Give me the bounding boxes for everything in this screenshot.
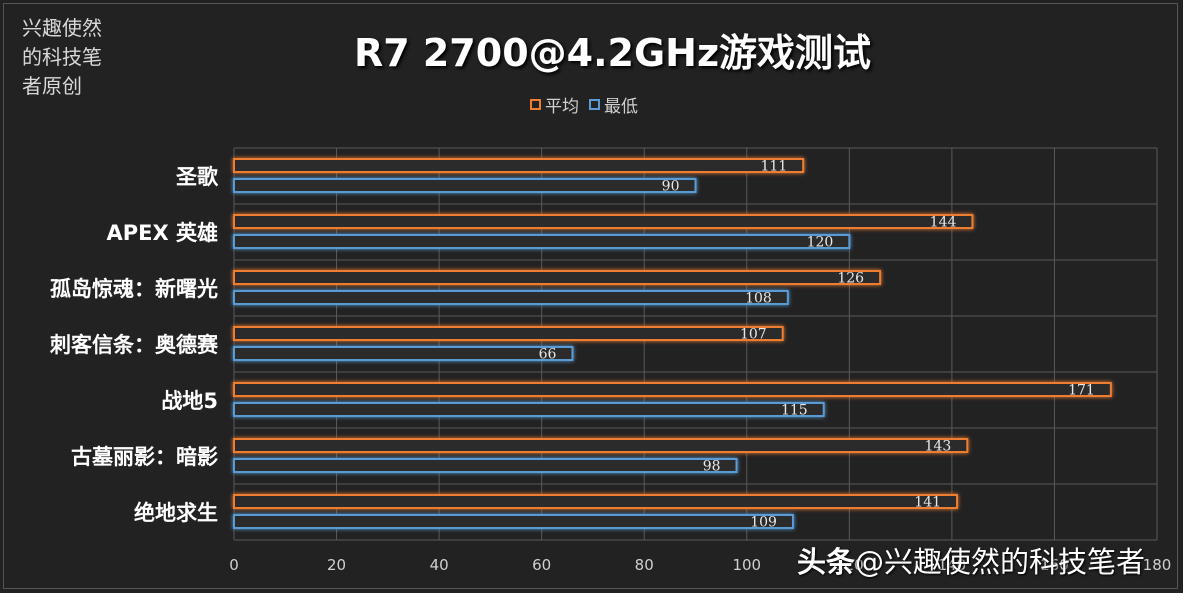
x-tick-label: 140: [938, 556, 967, 574]
bar-minimum: [233, 234, 851, 249]
data-label: 144: [930, 215, 957, 231]
bar-average: [233, 438, 969, 453]
watermark-prefix: 头条: [797, 545, 856, 579]
x-tick-label: 40: [430, 556, 449, 574]
bar-minimum: [233, 346, 574, 361]
data-label: 115: [781, 403, 808, 419]
bar-average: [233, 326, 784, 341]
bar-average: [233, 494, 959, 509]
data-label: 171: [1068, 383, 1095, 399]
x-tick-label: 100: [732, 556, 761, 574]
legend-label-minimum: 最低: [604, 97, 638, 117]
data-label: 90: [662, 179, 680, 195]
author-credit: 兴趣使然 的科技笔 者原创: [22, 16, 102, 98]
watermark-handle: @兴趣使然的科技笔者: [855, 545, 1146, 579]
chart-frame: [3, 3, 1178, 589]
data-label: 111: [760, 159, 787, 175]
category-label: 绝地求生: [134, 501, 218, 525]
bar-average: [233, 270, 882, 285]
bar-average: [233, 158, 805, 173]
data-label: 141: [914, 495, 941, 511]
data-label: 107: [740, 327, 767, 343]
x-tick-label: 180: [1143, 556, 1172, 574]
category-label: 战地5: [161, 389, 218, 413]
x-tick-label: 80: [635, 556, 654, 574]
category-label: APEX 英雄: [107, 221, 219, 245]
bar-minimum: [233, 514, 794, 529]
data-label: 120: [807, 235, 834, 251]
data-label: 126: [837, 271, 864, 287]
watermark: 头条@兴趣使然的科技笔者: [797, 539, 1145, 581]
chart-title: R7 2700@4.2GHz游戏测试: [353, 31, 872, 75]
legend-swatch-minimum: [589, 99, 600, 110]
legend-label-average: 平均: [545, 97, 579, 117]
x-tick-label: 120: [835, 556, 864, 574]
bar-average: [233, 214, 974, 229]
bar-average: [233, 382, 1112, 397]
x-tick-label: 160: [1040, 556, 1069, 574]
data-label: 109: [750, 515, 777, 531]
legend-swatch-average: [530, 99, 541, 110]
category-label: 古墓丽影：暗影: [71, 445, 218, 469]
legend-item-minimum: 最低: [589, 92, 638, 117]
x-tick-label: 20: [327, 556, 346, 574]
data-label: 143: [925, 439, 952, 455]
x-tick-label: 60: [532, 556, 551, 574]
bar-minimum: [233, 402, 825, 417]
legend: 平均 最低: [530, 92, 638, 117]
category-label: 圣歌: [176, 165, 219, 189]
category-label: 刺客信条：奥德赛: [50, 333, 219, 357]
bar-minimum: [233, 290, 789, 305]
data-label: 66: [539, 347, 557, 363]
bar-minimum: [233, 458, 738, 473]
bar-minimum: [233, 178, 697, 193]
data-label: 108: [745, 291, 772, 307]
legend-item-average: 平均: [530, 92, 579, 117]
category-label: 孤岛惊魂：新曙光: [50, 277, 218, 301]
data-label: 98: [703, 459, 721, 475]
x-tick-label: 0: [229, 556, 239, 574]
